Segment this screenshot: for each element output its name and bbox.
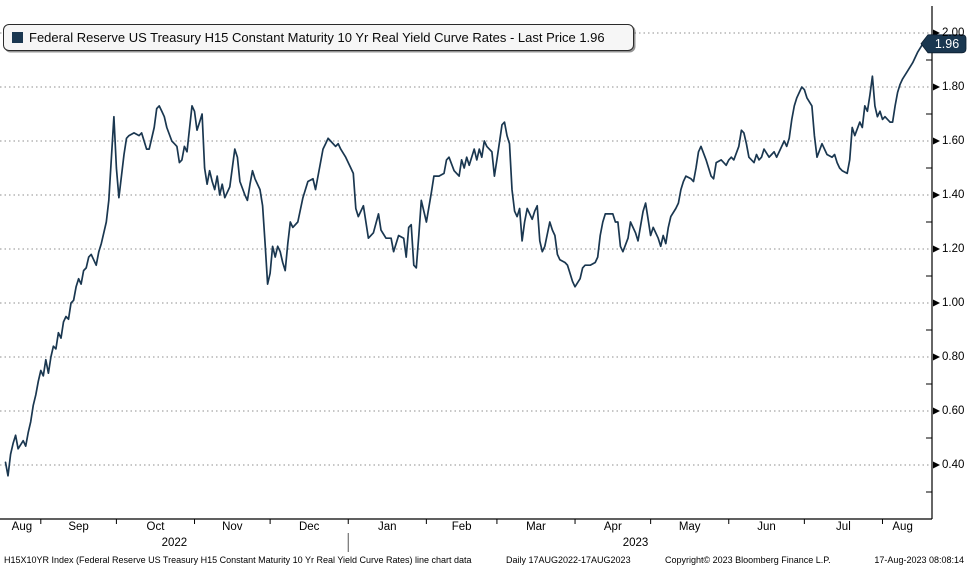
y-tick-label: 1.20 <box>942 243 965 255</box>
x-month-label: Mar <box>526 521 546 533</box>
y-tick-label: 1.60 <box>942 135 965 147</box>
y-tick-arrow <box>933 83 940 91</box>
y-tick-label: 0.80 <box>942 351 965 363</box>
x-month-label: Feb <box>451 521 472 533</box>
x-month-label: Apr <box>603 521 622 533</box>
y-tick-label: 0.60 <box>942 405 965 417</box>
y-tick-arrow <box>933 353 940 361</box>
y-tick-label: 0.40 <box>942 459 965 471</box>
x-month-label: Aug <box>11 521 33 533</box>
footer-copyright: Copyright© 2023 Bloomberg Finance L.P. <box>665 555 831 565</box>
x-month-label: Nov <box>222 521 243 533</box>
y-tick-arrow <box>933 461 940 469</box>
legend-label: Federal Reserve US Treasury H15 Constant… <box>29 30 605 45</box>
legend-box[interactable]: Federal Reserve US Treasury H15 Constant… <box>3 24 634 51</box>
y-tick-arrow <box>933 299 940 307</box>
y-tick-arrow <box>933 191 940 199</box>
x-month-label: Jun <box>757 521 776 533</box>
chart-footer: H15X10YR Index (Federal Reserve US Treas… <box>0 552 969 568</box>
x-month-label: Sep <box>68 521 89 533</box>
x-month-label: Aug <box>892 521 913 533</box>
y-tick-arrow <box>933 245 940 253</box>
y-tick-label: 2.00 <box>942 27 965 39</box>
x-year-label: 2022 <box>161 537 188 549</box>
footer-periodicity: Daily 17AUG2022-17AUG2023 <box>506 555 631 565</box>
last-price-badge-shape <box>920 34 967 54</box>
y-tick-label: 1.00 <box>942 297 965 309</box>
x-month-label: Dec <box>298 521 320 533</box>
x-year-label: 2023 <box>622 537 649 549</box>
y-tick-label: 1.40 <box>942 189 965 201</box>
last-price-badge: 1.96 <box>934 36 960 51</box>
price-line <box>4 42 924 477</box>
x-month-label: Jan <box>378 521 397 533</box>
legend-swatch <box>12 32 23 43</box>
x-month-label: Oct <box>146 521 165 533</box>
y-tick-arrow <box>933 407 940 415</box>
y-tick-label: 1.80 <box>942 81 965 93</box>
footer-index-description: H15X10YR Index (Federal Reserve US Treas… <box>4 555 472 565</box>
y-tick-arrow <box>933 137 940 145</box>
footer-timestamp: 17-Aug-2023 08:08:14 <box>874 555 964 565</box>
x-month-label: May <box>678 521 701 533</box>
x-month-label: Jul <box>836 521 851 533</box>
